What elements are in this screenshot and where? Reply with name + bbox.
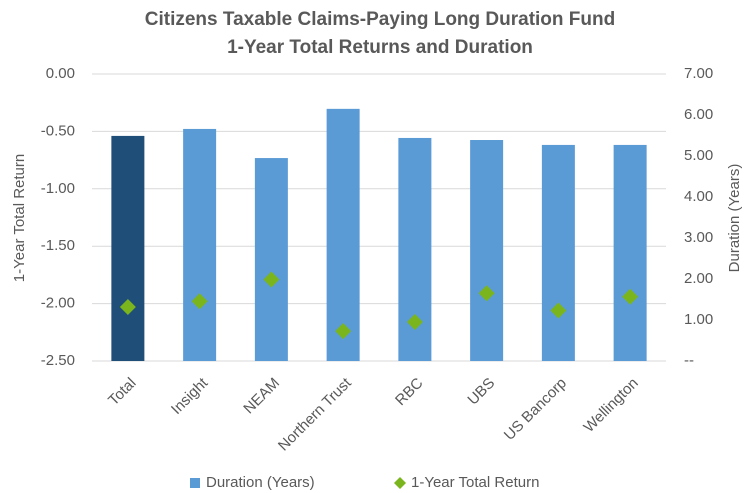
x-tick-label: NEAM (240, 375, 283, 418)
legend-label: Duration (Years) (206, 474, 315, 491)
y2-tick-label: -- (684, 352, 694, 369)
point (478, 285, 495, 302)
bar (541, 144, 575, 361)
x-tick-label: US Bancorp (501, 375, 570, 444)
y2-tick-label: 1.00 (684, 311, 713, 328)
x-tick-label: Wellington (580, 375, 641, 436)
x-tick-label: Northern Trust (275, 374, 355, 454)
point (550, 302, 567, 319)
x-tick-label: RBC (392, 374, 427, 409)
point (406, 313, 423, 330)
y-tick-label: -1.50 (41, 237, 75, 254)
point (622, 288, 639, 305)
y2-tick-label: 4.00 (684, 188, 713, 205)
legend-swatch (394, 477, 406, 489)
y-tick-label: -2.50 (41, 352, 75, 369)
y2-tick-label: 2.00 (684, 270, 713, 287)
y2-tick-label: 7.00 (684, 65, 713, 82)
chart-subtitle: 1-Year Total Returns and Duration (227, 37, 533, 58)
legend-label: 1-Year Total Return (411, 474, 539, 491)
x-tick-label: UBS (464, 375, 498, 409)
bar (470, 140, 504, 361)
y-tick-label: -1.00 (41, 180, 75, 197)
y2-tick-label: 6.00 (684, 106, 713, 123)
x-tick-label: Total (105, 375, 139, 409)
y-tick-label: -2.00 (41, 295, 75, 312)
y2-axis-title: Duration (Years) (726, 164, 743, 273)
y-axis-title: 1-Year Total Return (11, 154, 28, 282)
point (191, 293, 208, 310)
bar (183, 128, 217, 361)
point (335, 323, 352, 340)
bar (326, 108, 360, 361)
y-tick-label: 0.00 (46, 65, 75, 82)
bar (111, 135, 145, 361)
point (263, 271, 280, 288)
x-tick-label: Insight (168, 374, 212, 418)
point (119, 299, 136, 316)
y-tick-label: -0.50 (41, 122, 75, 139)
chart-title: Citizens Taxable Claims-Paying Long Dura… (145, 9, 615, 30)
legend-swatch (190, 478, 200, 488)
y2-tick-label: 5.00 (684, 147, 713, 164)
bar (254, 158, 288, 361)
bar (613, 144, 647, 361)
y2-tick-label: 3.00 (684, 229, 713, 246)
